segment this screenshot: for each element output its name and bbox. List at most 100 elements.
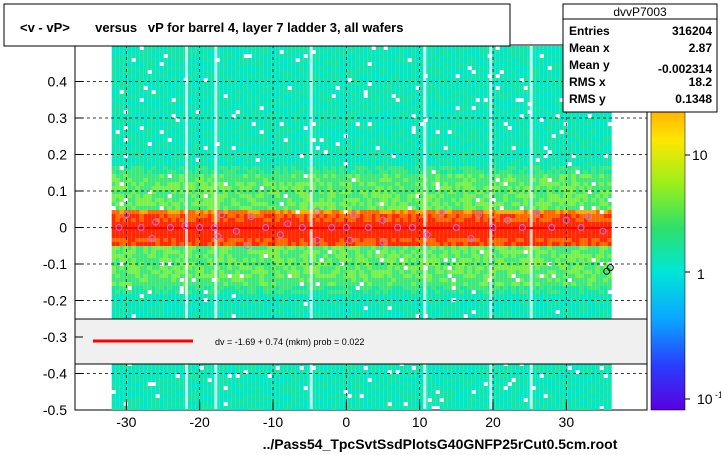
heatmap-cell [211, 238, 216, 242]
heatmap-cell [175, 154, 180, 158]
heatmap-cell [331, 298, 336, 302]
heatmap-cell [271, 130, 276, 134]
heatmap-cell [323, 310, 328, 314]
heatmap-cell [187, 178, 192, 182]
heatmap-cell [219, 218, 224, 222]
heatmap-cell [275, 182, 280, 186]
heatmap-cell [331, 186, 336, 190]
heatmap-cell [299, 234, 304, 238]
heatmap-cell [271, 230, 276, 234]
heatmap-cell [219, 62, 224, 66]
heatmap-cell [139, 214, 144, 218]
heatmap-cell [131, 142, 136, 146]
heatmap-cell [111, 258, 116, 262]
heatmap-cell [191, 114, 196, 118]
heatmap-cell [131, 366, 136, 370]
heatmap-cell [287, 178, 292, 182]
heatmap-cell [231, 290, 236, 294]
heatmap-cell [127, 166, 132, 170]
heatmap-cell [279, 82, 284, 86]
heatmap-cell [283, 198, 288, 202]
heatmap-cell [279, 126, 284, 130]
heatmap-cell [143, 178, 148, 182]
heatmap-cell [323, 386, 328, 390]
heatmap-cell [227, 50, 232, 54]
heatmap-cell [223, 178, 228, 182]
heatmap-cell [235, 106, 240, 110]
heatmap-cell [263, 242, 268, 246]
heatmap-cell [187, 74, 192, 78]
heatmap-cell [243, 130, 248, 134]
heatmap-cell [231, 378, 236, 382]
heatmap-cell [263, 178, 268, 182]
heatmap-cell [239, 298, 244, 302]
heatmap-cell [211, 266, 216, 270]
heatmap-cell [207, 294, 212, 298]
heatmap-cell [131, 150, 136, 154]
heatmap-cell [255, 246, 260, 250]
heatmap-cell [115, 390, 120, 394]
heatmap-cell [247, 106, 252, 110]
heatmap-cell [299, 402, 304, 406]
heatmap-cell [287, 218, 292, 222]
heatmap-cell [287, 242, 292, 246]
heatmap-cell [123, 270, 128, 274]
heatmap-cell [283, 186, 288, 190]
heatmap-cell [207, 282, 212, 286]
heatmap-cell [191, 170, 196, 174]
heatmap-cell [211, 146, 216, 150]
heatmap-cell [151, 214, 156, 218]
heatmap-cell [247, 222, 252, 226]
heatmap-cell [271, 82, 276, 86]
heatmap-cell [155, 242, 160, 246]
heatmap-cell [123, 134, 128, 138]
heatmap-cell [119, 170, 124, 174]
heatmap-cell [263, 294, 268, 298]
heatmap-cell [255, 186, 260, 190]
heatmap-cell [179, 130, 184, 134]
heatmap-cell [167, 246, 172, 250]
heatmap-cell [123, 74, 128, 78]
heatmap-cell [263, 278, 268, 282]
heatmap-cell [283, 106, 288, 110]
heatmap-cell [199, 154, 204, 158]
heatmap-cell [235, 182, 240, 186]
heatmap-cell [271, 286, 276, 290]
heatmap-cell [135, 198, 140, 202]
heatmap-cell [319, 246, 324, 250]
heatmap-cell [283, 246, 288, 250]
heatmap-cell [299, 214, 304, 218]
heatmap-cell [275, 58, 280, 62]
heatmap-cell [227, 238, 232, 242]
heatmap-cell [299, 134, 304, 138]
heatmap-cell [231, 178, 236, 182]
heatmap-cell [155, 94, 160, 98]
heatmap-cell [195, 294, 200, 298]
heatmap-cell [255, 146, 260, 150]
heatmap-cell [319, 194, 324, 198]
heatmap-cell [171, 286, 176, 290]
heatmap-cell [195, 54, 200, 58]
heatmap-cell [303, 258, 308, 262]
heatmap-cell [155, 314, 160, 318]
heatmap-cell [235, 134, 240, 138]
heatmap-cell [155, 66, 160, 70]
heatmap-cell [231, 238, 236, 242]
heatmap-cell [315, 62, 320, 66]
heatmap-cell [335, 138, 340, 142]
heatmap-cell [171, 382, 176, 386]
heatmap-cell [223, 406, 228, 410]
heatmap-cell [223, 202, 228, 206]
heatmap-cell [163, 250, 168, 254]
heatmap-cell [299, 78, 304, 82]
heatmap-cell [135, 62, 140, 66]
heatmap-cell [195, 174, 200, 178]
heatmap-cell [207, 242, 212, 246]
heatmap-cell [119, 58, 124, 62]
heatmap-cell [291, 282, 296, 286]
heatmap-cell [223, 46, 228, 50]
heatmap-cell [311, 398, 316, 402]
heatmap-cell [167, 58, 172, 62]
heatmap-cell [267, 246, 272, 250]
heatmap-cell [111, 254, 116, 258]
